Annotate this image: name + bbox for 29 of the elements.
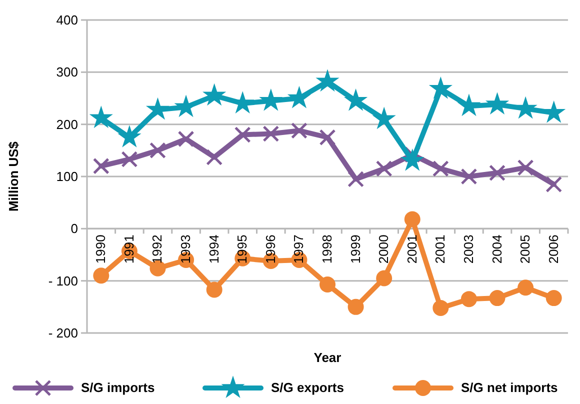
x-tick-label: 2001 (404, 234, 420, 264)
y-tick-label: 400 (56, 12, 78, 28)
y-tick-label: - 200 (48, 326, 78, 341)
x-tick-label: 1990 (93, 234, 108, 264)
y-tick-label: 0 (70, 221, 78, 236)
y-tick-label: 100 (56, 169, 78, 184)
y-tick-label: - 100 (48, 273, 78, 288)
legend-label: S/G imports (81, 380, 155, 395)
x-tick-label: 1993 (178, 234, 194, 264)
x-tick-label: 1998 (320, 234, 334, 264)
x-tick-label: 2000 (376, 234, 392, 264)
x-tick-label: 2005 (518, 234, 533, 264)
x-tick-label: 2001 (432, 234, 448, 264)
legend-label: S/G exports (271, 380, 344, 395)
x-tick-label: 1996 (262, 234, 278, 264)
x-tick-label: 1997 (291, 234, 306, 264)
x-tick-label: 1999 (348, 234, 363, 264)
x-tick-label: 1992 (150, 234, 165, 264)
x-tick-label: 1995 (234, 234, 250, 264)
x-tick-label: 1991 (121, 234, 136, 264)
y-tick-label: 300 (56, 64, 78, 80)
y-tick-label: 200 (56, 116, 78, 132)
x-tick-label: 2006 (546, 234, 561, 264)
x-tick-label: 2003 (460, 234, 476, 264)
x-tick-label: 1994 (206, 234, 222, 264)
x-tick-label: 2004 (489, 234, 504, 264)
x-axis-title: Year (314, 350, 342, 365)
legend-label: S/G net imports (461, 380, 558, 395)
y-axis-title: Million US$ (6, 140, 21, 212)
